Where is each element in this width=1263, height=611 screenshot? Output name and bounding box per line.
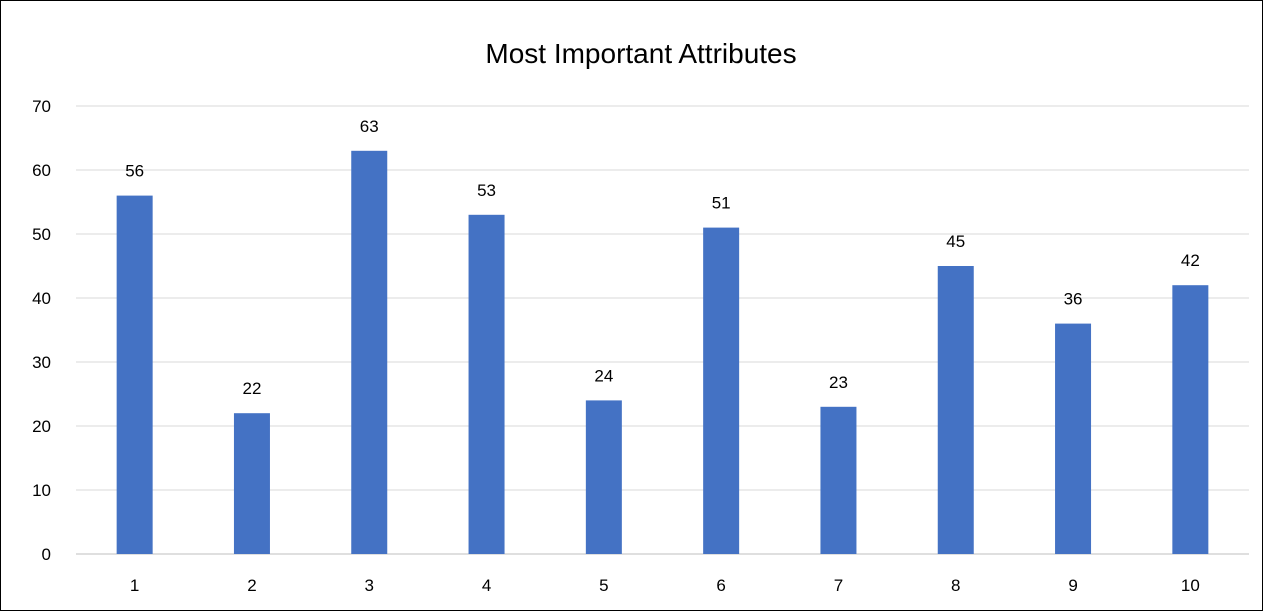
x-tick-label: 8 [951, 576, 960, 595]
y-tick-label: 60 [32, 161, 51, 180]
y-tick-label: 30 [32, 353, 51, 372]
x-axis-ticks: 1 2 3 4 5 6 7 8 9 10 [130, 576, 1200, 595]
y-tick-label: 50 [32, 225, 51, 244]
bar-9 [1055, 323, 1092, 554]
bar-4 [468, 214, 505, 555]
y-tick-label: 70 [32, 97, 51, 116]
x-tick-label: 7 [834, 576, 843, 595]
bar-7 [820, 406, 857, 554]
y-tick-label: 0 [42, 545, 51, 564]
y-tick-label: 40 [32, 289, 51, 308]
data-label: 63 [360, 117, 379, 136]
data-label: 56 [125, 162, 144, 181]
data-label: 22 [242, 379, 261, 398]
bar-1 [116, 195, 153, 554]
x-tick-label: 1 [130, 576, 139, 595]
gridlines [76, 105, 1249, 555]
y-axis-ticks: 0 10 20 30 40 50 60 70 [32, 97, 51, 564]
bar-2 [233, 413, 270, 554]
x-tick-label: 5 [599, 576, 608, 595]
data-label: 24 [594, 366, 613, 385]
bars [116, 150, 1209, 555]
bar-8 [937, 266, 974, 554]
x-tick-label: 4 [482, 576, 491, 595]
x-tick-label: 2 [247, 576, 256, 595]
data-label: 51 [712, 194, 731, 213]
x-tick-label: 10 [1181, 576, 1200, 595]
bar-6 [703, 227, 740, 554]
data-label: 45 [946, 232, 965, 251]
x-tick-label: 9 [1068, 576, 1077, 595]
data-label: 36 [1064, 290, 1083, 309]
data-labels: 56 22 63 53 24 51 23 45 36 42 [125, 117, 1200, 398]
data-label: 53 [477, 181, 496, 200]
bar-3 [351, 150, 388, 555]
bar-5 [585, 400, 622, 554]
bar-10 [1172, 285, 1209, 554]
y-tick-label: 10 [32, 481, 51, 500]
x-tick-label: 6 [716, 576, 725, 595]
chart-title: Most Important Attributes [485, 38, 796, 69]
x-tick-label: 3 [365, 576, 374, 595]
y-tick-label: 20 [32, 417, 51, 436]
data-label: 42 [1181, 251, 1200, 270]
data-label: 23 [829, 373, 848, 392]
